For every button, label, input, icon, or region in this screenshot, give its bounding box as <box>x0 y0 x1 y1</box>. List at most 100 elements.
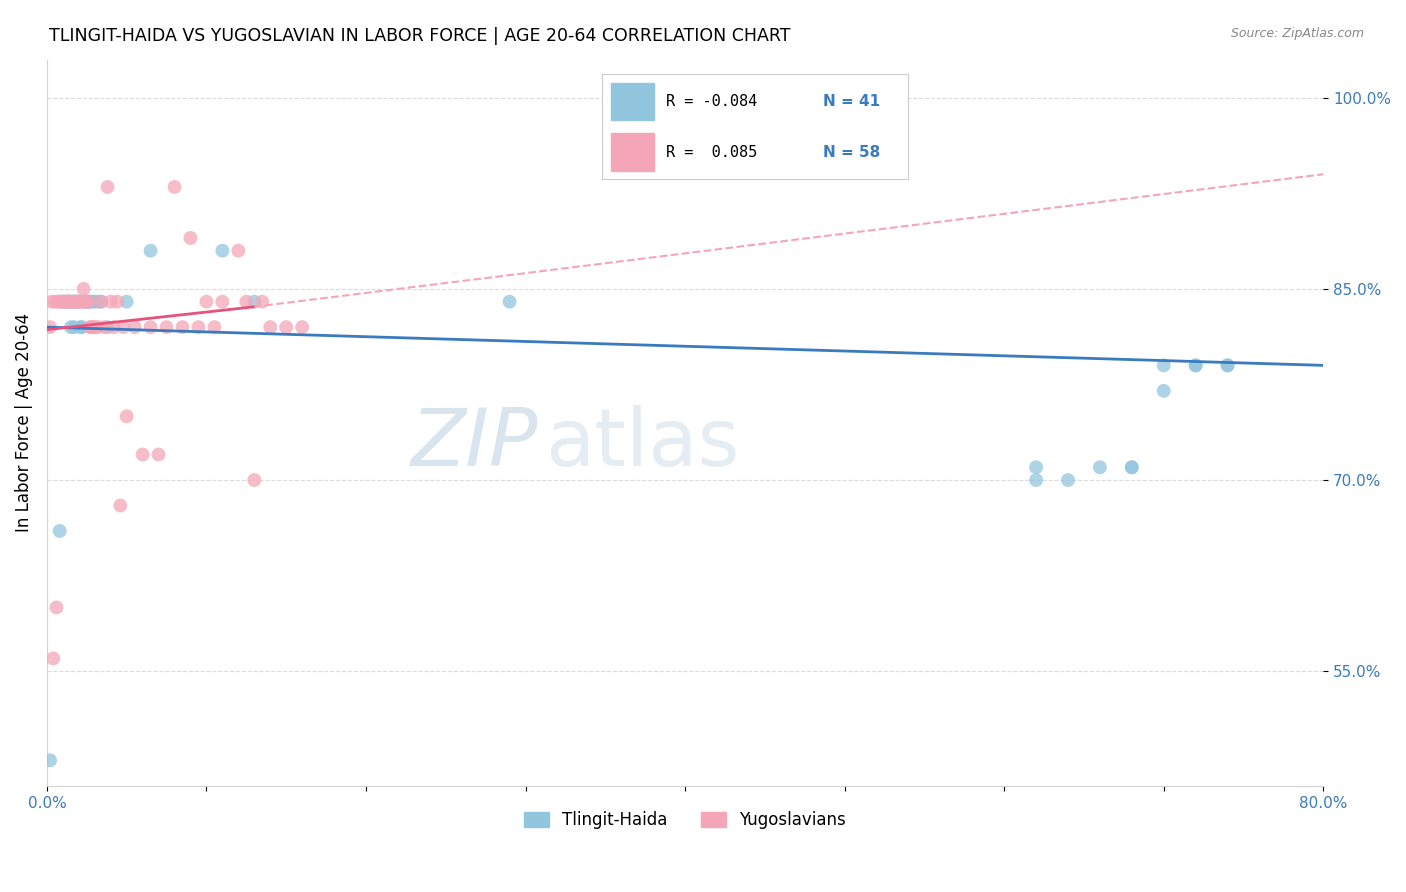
Point <box>1057 473 1080 487</box>
Point <box>276 320 298 334</box>
Point <box>56 294 79 309</box>
Point <box>103 320 125 334</box>
Point <box>52 294 75 309</box>
Point <box>42 651 65 665</box>
Point <box>72 294 94 309</box>
Point <box>79 294 101 309</box>
Point <box>48 524 70 538</box>
Point <box>59 294 82 309</box>
Point <box>172 320 194 334</box>
Point <box>46 294 69 309</box>
Point <box>1153 384 1175 398</box>
Point <box>1088 460 1111 475</box>
Y-axis label: In Labor Force | Age 20-64: In Labor Force | Age 20-64 <box>15 313 32 533</box>
Text: atlas: atlas <box>544 406 740 483</box>
Point <box>44 294 66 309</box>
Point <box>70 294 93 309</box>
Point <box>105 294 128 309</box>
Point <box>252 294 274 309</box>
Point <box>55 294 77 309</box>
Point <box>139 244 162 258</box>
Point <box>51 294 73 309</box>
Point <box>195 294 218 309</box>
Point <box>70 320 93 334</box>
Point <box>69 294 91 309</box>
Point <box>63 294 86 309</box>
Point <box>1216 359 1239 373</box>
Point <box>66 294 89 309</box>
Point <box>79 320 101 334</box>
Point <box>75 294 97 309</box>
Point <box>72 282 94 296</box>
Point <box>56 294 79 309</box>
Point <box>39 753 62 767</box>
Point <box>139 320 162 334</box>
Point <box>76 294 98 309</box>
Point <box>83 320 105 334</box>
Point <box>211 294 233 309</box>
Point <box>65 294 87 309</box>
Point <box>83 294 105 309</box>
Point <box>179 231 201 245</box>
Point <box>155 320 177 334</box>
Point <box>1121 460 1143 475</box>
Point <box>82 320 104 334</box>
Point <box>52 294 75 309</box>
Point <box>115 409 138 424</box>
Point <box>87 294 110 309</box>
Point <box>243 473 266 487</box>
Point <box>110 499 132 513</box>
Point <box>55 294 77 309</box>
Point <box>76 294 98 309</box>
Point <box>90 294 112 309</box>
Point <box>96 320 118 334</box>
Point <box>211 244 233 258</box>
Point <box>67 294 90 309</box>
Point <box>75 294 97 309</box>
Point <box>259 320 281 334</box>
Point <box>1025 473 1047 487</box>
Point <box>90 294 112 309</box>
Point <box>48 294 70 309</box>
Point <box>58 294 80 309</box>
Point <box>96 180 118 194</box>
Point <box>1184 359 1206 373</box>
Point <box>498 294 520 309</box>
Point <box>80 320 103 334</box>
Text: Source: ZipAtlas.com: Source: ZipAtlas.com <box>1230 27 1364 40</box>
Point <box>112 320 135 334</box>
Point <box>291 320 314 334</box>
Point <box>100 294 122 309</box>
Point <box>1153 359 1175 373</box>
Point <box>1184 359 1206 373</box>
Point <box>235 294 257 309</box>
Point <box>80 294 103 309</box>
Point <box>228 244 250 258</box>
Point <box>77 294 100 309</box>
Point <box>87 320 110 334</box>
Legend: Tlingit-Haida, Yugoslavians: Tlingit-Haida, Yugoslavians <box>517 805 853 836</box>
Point <box>45 600 67 615</box>
Point <box>63 320 86 334</box>
Point <box>131 448 153 462</box>
Text: TLINGIT-HAIDA VS YUGOSLAVIAN IN LABOR FORCE | AGE 20-64 CORRELATION CHART: TLINGIT-HAIDA VS YUGOSLAVIAN IN LABOR FO… <box>49 27 790 45</box>
Point <box>243 294 266 309</box>
Point <box>66 294 89 309</box>
Point <box>62 294 84 309</box>
Point <box>65 294 87 309</box>
Point <box>53 294 76 309</box>
Point <box>59 320 82 334</box>
Point <box>41 294 63 309</box>
Point <box>202 320 225 334</box>
Point <box>39 320 62 334</box>
Point <box>115 294 138 309</box>
Point <box>163 180 186 194</box>
Point <box>77 294 100 309</box>
Point <box>93 320 115 334</box>
Point <box>1025 460 1047 475</box>
Point <box>124 320 146 334</box>
Point <box>62 294 84 309</box>
Point <box>148 448 170 462</box>
Point <box>187 320 209 334</box>
Point <box>69 320 91 334</box>
